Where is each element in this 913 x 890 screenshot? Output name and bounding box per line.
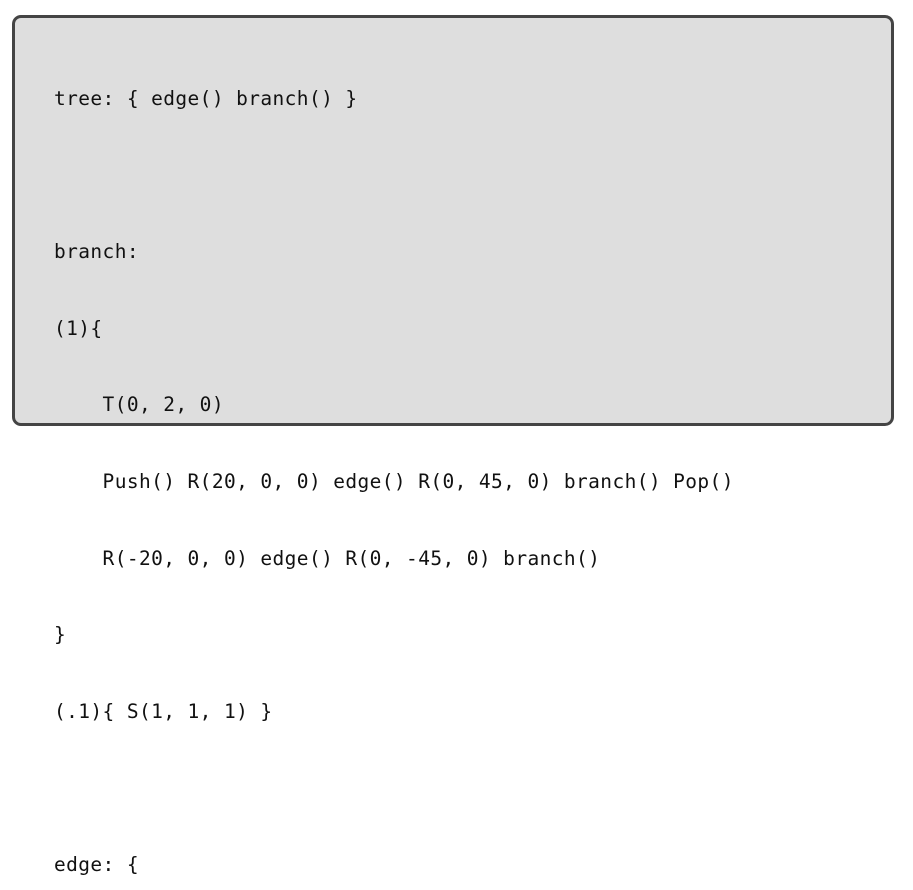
code-line: tree: { edge() branch() }: [54, 87, 358, 110]
code-listing-box: tree: { edge() branch() } branch: (1){ T…: [12, 15, 894, 876]
code-line: [54, 161, 807, 192]
code-line: branch:: [54, 240, 139, 264]
code-line: }: [54, 623, 67, 647]
code-listing: tree: { edge() branch() } branch: (1){ T…: [54, 38, 807, 890]
code-line: edge: {: [54, 852, 139, 876]
code-line: [54, 773, 807, 804]
code-line: R(-20, 0, 0) edge() R(0, -45, 0) branch(…: [54, 546, 601, 570]
code-line: (.1){ S(1, 1, 1) }: [54, 699, 273, 723]
code-line: (1){: [54, 316, 103, 340]
code-line: Push() R(20, 0, 0) edge() R(0, 45, 0) br…: [54, 469, 734, 493]
code-line: T(0, 2, 0): [54, 393, 224, 417]
